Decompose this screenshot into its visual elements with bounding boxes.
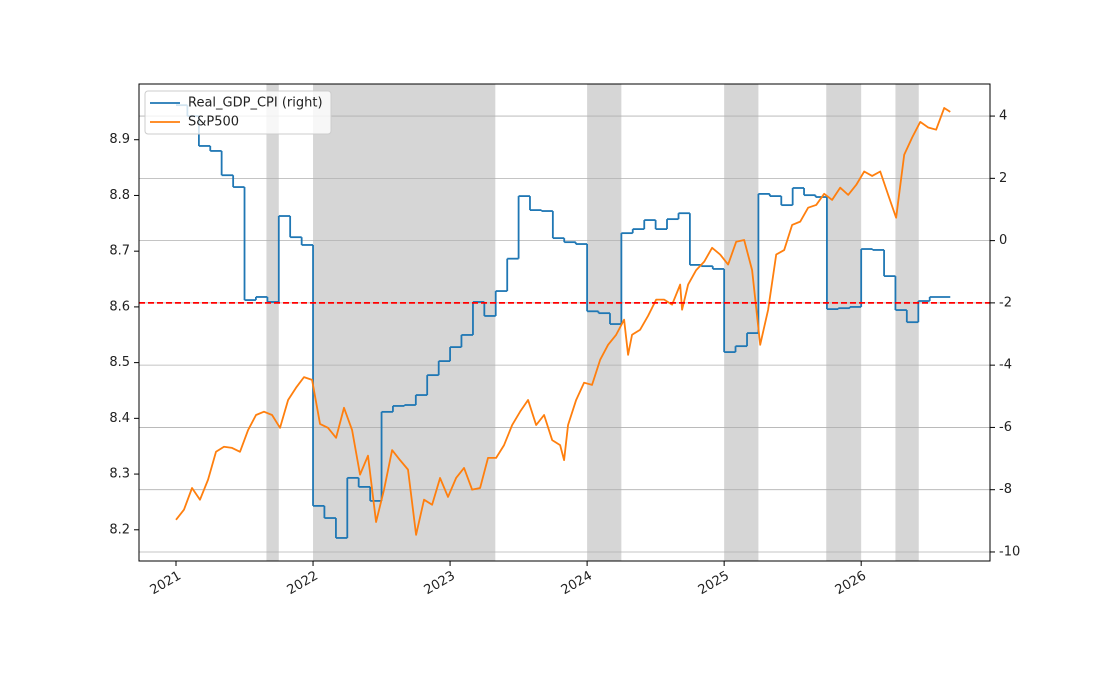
- y-tick-label: 8.2: [109, 522, 130, 537]
- y2-tick-label: -6: [999, 420, 1012, 435]
- legend-box: [144, 90, 332, 135]
- x-tick-label: 2026: [833, 569, 869, 599]
- y-tick-label: 8.8: [109, 188, 130, 203]
- shaded-span: [587, 84, 622, 561]
- legend-label: S&P500: [188, 115, 239, 130]
- y-tick-label: 8.4: [109, 411, 130, 426]
- plot-frame: [138, 83, 991, 562]
- shaded-span: [724, 84, 759, 561]
- series-line: [175, 107, 951, 536]
- y-tick-label: 8.6: [109, 299, 130, 314]
- y2-tick-label: -2: [999, 295, 1012, 310]
- y-tick-label: 8.3: [109, 467, 130, 482]
- y2-tick-label: -10: [999, 544, 1020, 559]
- x-tick-label: 2021: [148, 569, 184, 599]
- x-tick-label: 2025: [696, 569, 732, 599]
- shaded-span: [266, 84, 279, 561]
- y-tick-label: 8.9: [109, 132, 130, 147]
- x-tick-label: 2022: [285, 569, 321, 599]
- y-tick-label: 8.5: [109, 355, 130, 370]
- legend-label: Real_GDP_CPI (right): [188, 96, 323, 111]
- y2-tick-label: 2: [999, 171, 1007, 186]
- y2-tick-label: 0: [999, 233, 1007, 248]
- x-tick-label: 2024: [559, 569, 595, 599]
- y2-tick-label: -8: [999, 482, 1012, 497]
- x-tick-label: 2023: [422, 569, 458, 599]
- shaded-span: [313, 84, 496, 561]
- y2-tick-label: -4: [999, 358, 1012, 373]
- y-tick-label: 8.7: [109, 244, 130, 259]
- y2-tick-label: 4: [999, 109, 1007, 124]
- shaded-span: [826, 84, 862, 561]
